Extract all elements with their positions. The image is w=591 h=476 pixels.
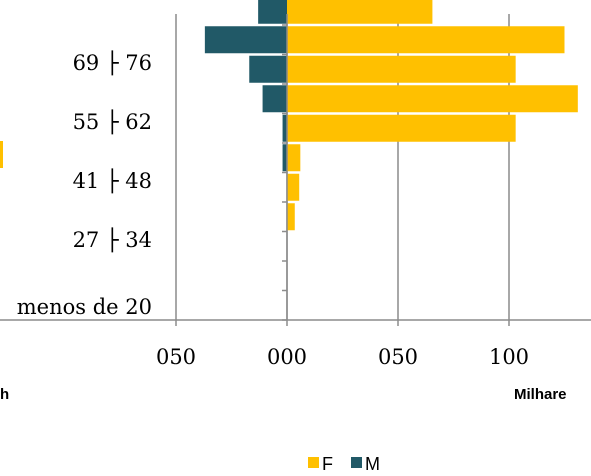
- bar-f-3: [287, 203, 295, 231]
- bar-fragment-left: [0, 141, 3, 168]
- x-tick-label-2: 000: [267, 345, 307, 369]
- category-label-41-48: 41 ├ 48: [73, 168, 152, 194]
- category-label-27-34: 27 ├ 34: [73, 227, 152, 253]
- bar-m-5: [282, 144, 287, 172]
- bar-m-7: [262, 85, 287, 113]
- bar-m-top: [258, 0, 287, 24]
- bar-f-9: [287, 26, 565, 54]
- x-axis-label-right: Milhare: [514, 386, 567, 403]
- bar-f-8: [287, 55, 516, 83]
- axis: [0, 14, 591, 326]
- category-label-69-76: 69 ├ 76: [73, 50, 152, 76]
- category-label-menos-de-20: menos de 20: [17, 295, 152, 319]
- legend-label-m: M: [365, 454, 380, 474]
- legend: F M: [308, 454, 380, 474]
- bars: [0, 0, 578, 231]
- x-tick-label-1: 050: [156, 345, 196, 369]
- category-label-55-62: 55 ├ 62: [73, 109, 152, 135]
- legend-swatch-f: [308, 457, 319, 468]
- bar-f-4: [287, 173, 300, 201]
- legend-swatch-m: [351, 457, 362, 468]
- x-tick-labels: 050 000 050 100: [156, 345, 529, 369]
- category-labels: 69 ├ 76 55 ├ 62 41 ├ 48 27 ├ 34 menos de…: [17, 50, 152, 319]
- bar-f-7: [287, 85, 578, 113]
- bar-f-5: [287, 144, 301, 172]
- x-axis-label-left: h: [0, 386, 9, 403]
- bar-m-8: [249, 55, 287, 83]
- legend-label-f: F: [322, 454, 333, 474]
- bar-m-6: [282, 114, 287, 142]
- x-tick-label-4: 100: [489, 345, 529, 369]
- bar-f-top: [287, 0, 433, 24]
- bar-f-6: [287, 114, 516, 142]
- x-tick-label-3: 050: [378, 345, 418, 369]
- bar-m-9: [204, 26, 287, 54]
